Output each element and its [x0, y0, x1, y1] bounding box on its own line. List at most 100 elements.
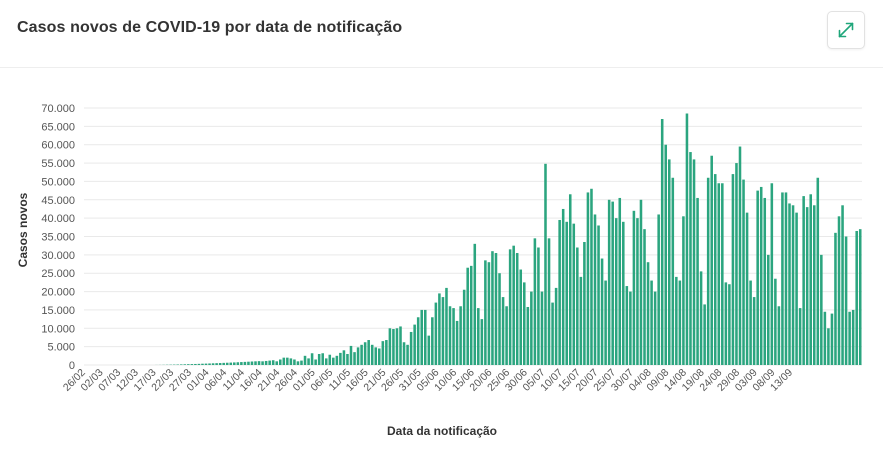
bar[interactable] — [607, 199, 611, 365]
bar[interactable] — [498, 273, 501, 365]
bar[interactable] — [279, 359, 282, 365]
bar[interactable] — [300, 360, 303, 365]
bar[interactable] — [477, 308, 480, 365]
bar[interactable] — [597, 225, 600, 365]
bar[interactable] — [197, 363, 201, 365]
bar[interactable] — [179, 364, 183, 365]
bar[interactable] — [763, 197, 767, 365]
bar[interactable] — [243, 361, 247, 365]
bar[interactable] — [240, 362, 243, 365]
bar[interactable] — [731, 174, 735, 365]
bar[interactable] — [293, 359, 296, 365]
bar[interactable] — [600, 258, 604, 365]
bar[interactable] — [837, 216, 841, 365]
bar[interactable] — [392, 329, 395, 365]
bar[interactable] — [784, 192, 788, 365]
bar[interactable] — [434, 302, 438, 365]
bar[interactable] — [473, 243, 477, 365]
bar[interactable] — [303, 355, 307, 365]
bar[interactable] — [554, 287, 558, 365]
bar[interactable] — [491, 251, 494, 365]
bar[interactable] — [381, 341, 385, 365]
bar[interactable] — [455, 320, 459, 365]
bar[interactable] — [710, 155, 713, 365]
bar[interactable] — [512, 245, 515, 365]
bar[interactable] — [222, 362, 225, 365]
bar[interactable] — [551, 302, 554, 365]
bar[interactable] — [696, 197, 699, 365]
bar[interactable] — [579, 276, 583, 365]
bar[interactable] — [841, 205, 844, 365]
bar[interactable] — [533, 238, 537, 365]
bar[interactable] — [469, 265, 473, 365]
bar[interactable] — [402, 342, 406, 365]
bar[interactable] — [494, 253, 498, 365]
bar[interactable] — [699, 271, 703, 365]
bar[interactable] — [604, 280, 607, 365]
bar[interactable] — [286, 357, 289, 365]
bar[interactable] — [427, 335, 431, 365]
bar[interactable] — [812, 205, 816, 365]
bar[interactable] — [215, 363, 218, 365]
bar[interactable] — [682, 216, 685, 365]
bar[interactable] — [586, 192, 590, 365]
bar[interactable] — [820, 254, 823, 365]
bar[interactable] — [745, 212, 749, 365]
bar[interactable] — [809, 194, 812, 365]
bar[interactable] — [639, 199, 643, 365]
bar[interactable] — [625, 286, 629, 365]
bar[interactable] — [332, 357, 335, 365]
bar[interactable] — [399, 326, 402, 365]
bar[interactable] — [310, 353, 314, 365]
bar[interactable] — [611, 201, 614, 365]
bar[interactable] — [268, 360, 271, 365]
bar[interactable] — [328, 354, 332, 365]
bar[interactable] — [448, 306, 452, 365]
bar[interactable] — [519, 269, 523, 365]
bar[interactable] — [346, 353, 349, 365]
bar[interactable] — [671, 177, 675, 365]
bar[interactable] — [692, 159, 696, 365]
bar[interactable] — [583, 242, 586, 365]
bar[interactable] — [445, 287, 448, 365]
bar[interactable] — [774, 278, 777, 365]
bar[interactable] — [622, 221, 625, 365]
bar[interactable] — [759, 186, 763, 365]
bar[interactable] — [211, 363, 215, 365]
bar[interactable] — [675, 276, 678, 365]
bar[interactable] — [356, 347, 360, 365]
bar[interactable] — [798, 308, 802, 365]
bar[interactable] — [537, 247, 540, 365]
bar[interactable] — [395, 328, 399, 365]
bar[interactable] — [466, 267, 469, 365]
bar[interactable] — [349, 345, 353, 365]
bar[interactable] — [183, 364, 187, 365]
bar[interactable] — [271, 360, 275, 365]
bar[interactable] — [431, 317, 434, 365]
bar[interactable] — [247, 361, 250, 365]
bar[interactable] — [413, 324, 416, 365]
bar[interactable] — [618, 197, 622, 365]
bar[interactable] — [257, 361, 261, 365]
bar[interactable] — [515, 253, 519, 365]
bar[interactable] — [629, 291, 632, 365]
bar[interactable] — [706, 177, 710, 365]
bar[interactable] — [254, 361, 257, 365]
bar[interactable] — [218, 363, 222, 365]
bar[interactable] — [416, 317, 420, 365]
bar[interactable] — [307, 358, 310, 365]
bar[interactable] — [781, 192, 784, 365]
bar[interactable] — [385, 340, 388, 365]
bar[interactable] — [367, 340, 370, 365]
bar[interactable] — [802, 196, 805, 365]
bar[interactable] — [324, 358, 328, 365]
bar[interactable] — [724, 282, 728, 365]
bar[interactable] — [590, 188, 593, 365]
bar[interactable] — [827, 328, 830, 365]
bar[interactable] — [805, 207, 809, 365]
bar[interactable] — [452, 308, 455, 365]
bar[interactable] — [317, 353, 321, 365]
bar[interactable] — [370, 344, 374, 365]
bar[interactable] — [593, 214, 597, 365]
bar[interactable] — [565, 221, 568, 365]
